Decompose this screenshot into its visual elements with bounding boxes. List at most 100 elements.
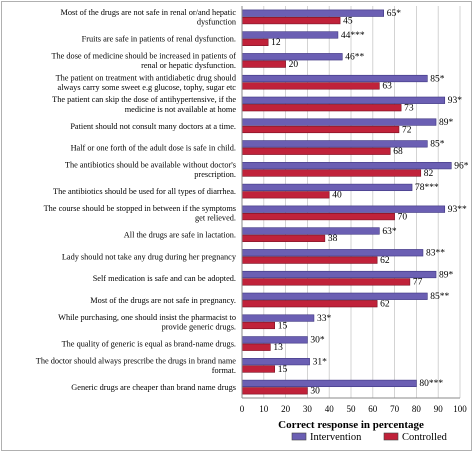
bar-controlled: [241, 365, 276, 373]
value-label-controlled: 63: [382, 82, 392, 92]
bar-controlled: [241, 169, 422, 177]
value-label-intervention: 46**: [345, 53, 364, 63]
value-label-intervention: 85*: [430, 74, 445, 84]
value-label-intervention: 89*: [439, 118, 454, 128]
bar-intervention: [241, 31, 339, 39]
value-label-intervention: 33*: [317, 314, 332, 324]
x-tick-label: 60: [368, 404, 378, 414]
value-label-controlled: 68: [393, 147, 403, 157]
value-label-controlled: 72: [402, 125, 412, 135]
x-tick-label: 80: [412, 404, 422, 414]
gridlines: [263, 6, 461, 398]
bars: [241, 9, 452, 395]
value-label-intervention: 30*: [310, 336, 325, 346]
x-tick-label: 40: [325, 404, 335, 414]
category-label: get relieved.: [195, 214, 236, 223]
value-label-controlled: 38: [328, 234, 338, 244]
x-tick-labels: 0 10 20 30 40 50 60 70 80 90 100: [240, 404, 468, 414]
category-label: The doctor should always prescribe the d…: [36, 357, 237, 366]
value-label-controlled: 30: [310, 387, 320, 397]
bar-intervention: [241, 162, 452, 170]
category-label: format.: [212, 366, 236, 375]
value-label-controlled: 62: [380, 300, 390, 310]
value-label-controlled: 82: [424, 169, 434, 179]
x-axis-label: Correct response in percentage: [278, 419, 424, 431]
axes: [241, 6, 460, 399]
value-label-controlled: 15: [278, 365, 288, 375]
bar-controlled: [241, 82, 380, 90]
bar-intervention: [241, 9, 384, 17]
value-label-controlled: 62: [380, 256, 390, 266]
value-label-controlled: 13: [273, 343, 283, 353]
bar-controlled: [241, 125, 400, 134]
value-label-intervention: 93**: [448, 205, 467, 215]
category-label: The antibiotics should be available with…: [65, 161, 236, 170]
bar-intervention: [241, 96, 446, 104]
legend-swatch-controlled: [383, 432, 399, 441]
category-label: The course should be stopped in between …: [44, 204, 236, 213]
value-label-controlled: 12: [271, 38, 281, 48]
bar-controlled: [241, 212, 395, 221]
category-label: The patient on treatment with antidiabet…: [56, 73, 237, 82]
bar-controlled: [241, 191, 330, 199]
category-labels: Most of the drugs are not safe in renal …: [36, 8, 237, 392]
bar-controlled: [241, 256, 378, 264]
category-label: Generic drugs are cheaper than brand nam…: [71, 383, 236, 392]
value-label-intervention: 31*: [313, 357, 328, 367]
bar-intervention: [241, 379, 417, 388]
category-label: medicine is not available at home: [125, 105, 237, 114]
legend-swatch-intervention: [291, 432, 307, 441]
bar-intervention: [241, 358, 310, 366]
x-tick-label: 10: [259, 404, 269, 414]
value-label-intervention: 85*: [430, 140, 445, 150]
category-label: Half or one forth of the adult dose is s…: [71, 144, 236, 153]
bar-controlled: [241, 343, 271, 351]
category-label: The quality of generic is equal as brand…: [62, 340, 236, 349]
bar-controlled: [241, 387, 308, 395]
bar-controlled: [241, 147, 391, 155]
category-label: renal or hepatic dysfunction.: [141, 61, 236, 70]
category-label: While purchasing, one should insist the …: [58, 313, 236, 322]
bar-intervention: [241, 205, 446, 213]
value-label-intervention: 89*: [439, 270, 454, 280]
bar-controlled: [241, 321, 276, 330]
value-label-controlled: 15: [278, 321, 288, 331]
value-label-controlled: 70: [398, 212, 408, 222]
category-label: provide generic drugs.: [162, 323, 236, 332]
category-label: Self medication is safe and can be adopt…: [93, 274, 236, 283]
x-tick-label: 90: [434, 404, 444, 414]
category-label: All the drugs are safe in lactation.: [124, 231, 236, 240]
value-label-intervention: 96*: [454, 161, 469, 171]
legend-label-controlled: Controlled: [402, 432, 448, 443]
bar-controlled: [241, 38, 269, 46]
bar-controlled: [241, 234, 326, 242]
x-tick-label: 70: [390, 404, 400, 414]
bar-intervention: [241, 292, 428, 300]
value-label-intervention: 65*: [387, 9, 402, 19]
value-label-controlled: 45: [343, 16, 353, 26]
value-label-intervention: 83**: [426, 249, 445, 259]
bar-controlled: [241, 104, 402, 112]
category-label: The antibiotics should be used for all t…: [53, 187, 236, 196]
category-label: prescription.: [194, 170, 236, 179]
legend-label-intervention: Intervention: [310, 432, 362, 443]
bar-intervention: [241, 270, 437, 279]
bar-controlled: [241, 60, 286, 68]
bar-intervention: [241, 183, 413, 192]
bar-intervention: [241, 249, 424, 257]
category-label: Most of the drugs are not safe in pregna…: [90, 296, 236, 305]
category-label: dysfunction: [197, 18, 237, 27]
bar-intervention: [241, 74, 428, 83]
x-tick-label: 20: [281, 404, 291, 414]
value-label-controlled: 20: [289, 60, 299, 70]
category-label: always carry some sweet e.g glucose, top…: [58, 83, 237, 92]
bar-intervention: [241, 227, 380, 235]
legend: Intervention Controlled: [291, 432, 448, 443]
category-label: Most of the drugs are not safe in renal …: [60, 8, 236, 17]
category-label: The patient can skip the dose of antihyp…: [52, 95, 236, 104]
x-tick-label: 30: [303, 404, 313, 414]
value-label-controlled: 77: [413, 278, 423, 288]
value-label-intervention: 80***: [419, 379, 443, 389]
